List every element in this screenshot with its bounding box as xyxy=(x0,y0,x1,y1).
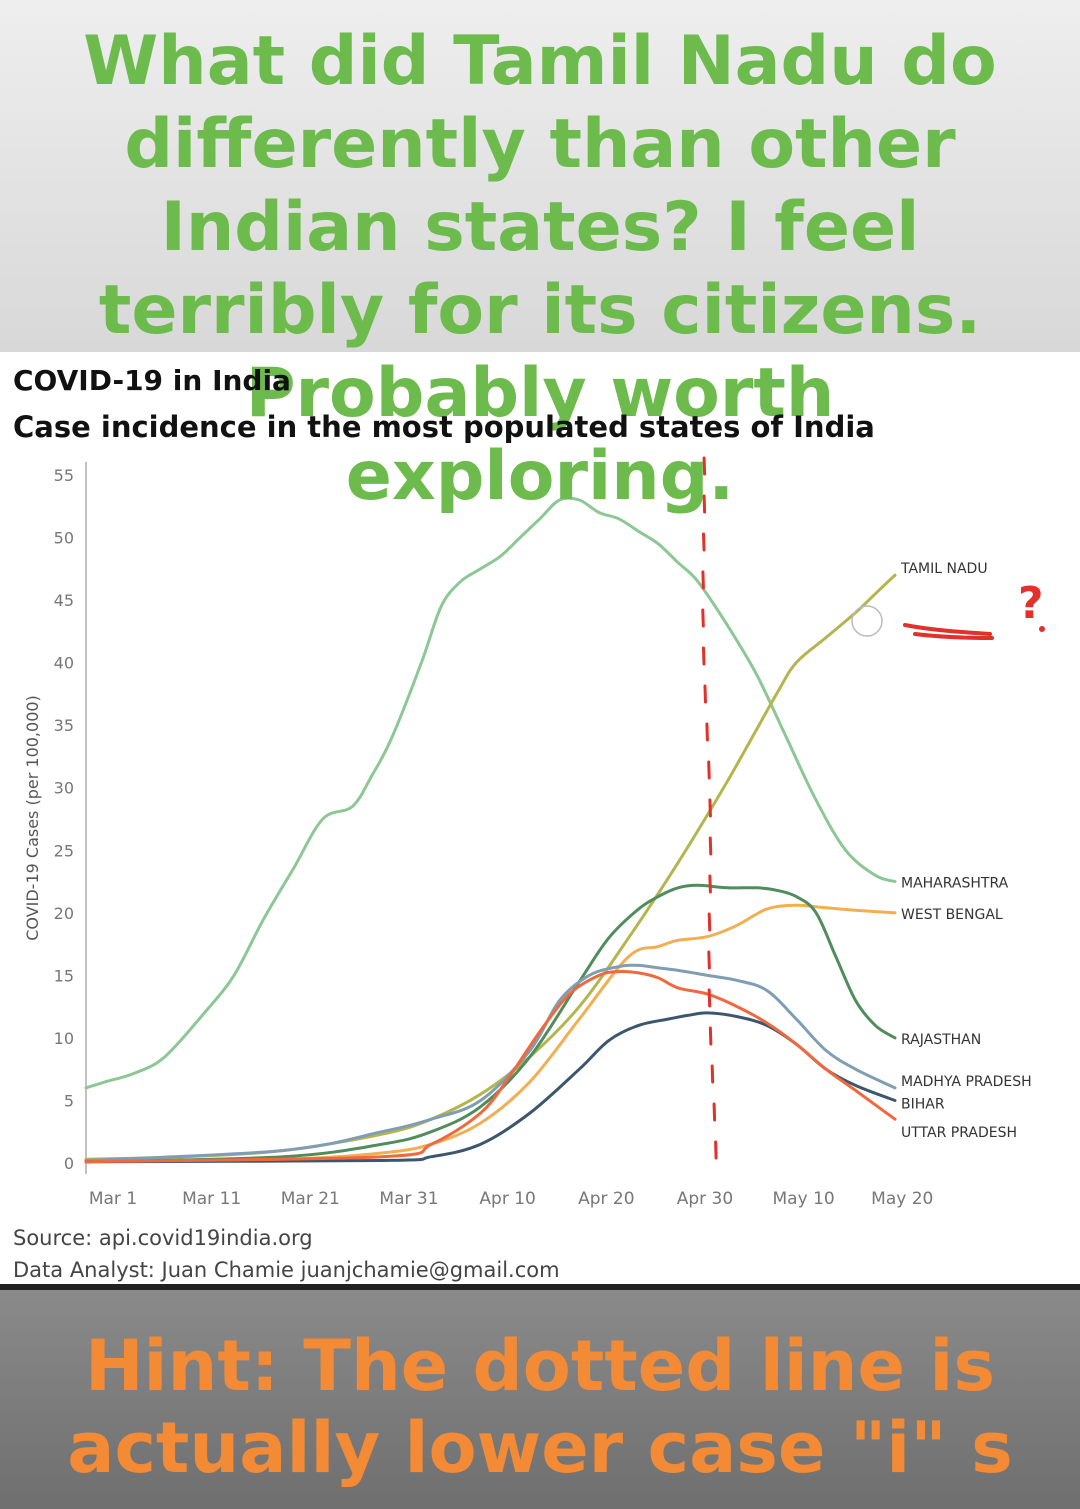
series-label-uttar-pradesh: UTTAR PRADESH xyxy=(901,1125,1017,1141)
series-lines xyxy=(84,496,897,1164)
chart-title: COVID-19 in India xyxy=(13,364,291,397)
red-dash-mark xyxy=(708,1026,713,1046)
x-tick-label: May 20 xyxy=(871,1189,933,1209)
top-caption-band xyxy=(0,0,1080,352)
bottom-caption-band xyxy=(0,1290,1080,1509)
bottom-caption: Hint: The dotted line is actually lower … xyxy=(67,1325,1013,1489)
y-tick-label: 40 xyxy=(54,654,74,673)
x-tick-label: Apr 30 xyxy=(677,1189,733,1209)
y-tick-label: 10 xyxy=(54,1029,74,1048)
series-line-west-bengal xyxy=(84,903,897,1164)
y-tick-label: 25 xyxy=(54,841,74,860)
red-dot xyxy=(1039,626,1045,632)
series-label-bihar: BIHAR xyxy=(901,1096,945,1112)
x-tick-label: Mar 11 xyxy=(182,1189,241,1209)
series-label-maharashtra: MAHARASHTRA xyxy=(901,876,1009,892)
source-text: Source: api.covid19india.org xyxy=(13,1226,313,1250)
red-dash-mark xyxy=(701,570,705,590)
red-dash-mark xyxy=(708,874,712,894)
red-dash-mark xyxy=(702,494,707,514)
series-line-maharashtra xyxy=(84,496,897,1090)
red-dash-mark xyxy=(701,608,705,628)
red-dash-mark xyxy=(710,1064,715,1084)
y-tick-label: 55 xyxy=(54,466,74,485)
x-axis-ticks: Mar 1 Mar 11 Mar 21 Mar 31 Apr 10 Apr 20 Apr 3… xyxy=(89,1189,934,1209)
y-tick-label: 5 xyxy=(64,1091,74,1110)
underline-scribble xyxy=(903,623,994,640)
question-mark: ? xyxy=(1018,578,1044,629)
y-tick-label: 30 xyxy=(54,779,74,798)
series-label-west-bengal: WEST BENGAL xyxy=(901,907,1003,923)
red-dash-mark xyxy=(712,1102,717,1122)
red-dash-mark xyxy=(707,988,712,1008)
red-vertical-dashes xyxy=(701,456,718,1160)
series-labels: MAHARASHTRA TAMIL NADU WEST BENGAL RAJASTHA… xyxy=(900,561,1032,1141)
red-dash-mark xyxy=(707,760,711,780)
x-tick-label: Apr 20 xyxy=(578,1189,634,1209)
y-tick-label: 50 xyxy=(54,529,74,548)
x-tick-label: May 10 xyxy=(773,1189,835,1209)
y-tick-label: 0 xyxy=(64,1154,74,1173)
red-dash-mark xyxy=(702,456,707,476)
analyst-text: Data Analyst: Juan Chamie juanjchamie@gm… xyxy=(13,1258,560,1282)
top-caption: What did Tamil Nadu do differently than … xyxy=(83,22,997,516)
red-dash-mark xyxy=(703,684,707,704)
red-dash-mark xyxy=(701,646,706,666)
red-dash-mark xyxy=(707,950,711,970)
x-tick-label: Mar 21 xyxy=(281,1189,340,1209)
series-line-madhya-pradesh xyxy=(84,963,897,1162)
y-axis-label: COVID-19 Cases (per 100,000) xyxy=(23,695,42,941)
series-line-rajasthan xyxy=(84,883,897,1164)
y-tick-label: 15 xyxy=(54,966,74,985)
y-axis-ticks: 0 5 10 15 20 25 30 35 40 45 50 55 xyxy=(54,466,74,1173)
x-tick-label: Mar 1 xyxy=(89,1189,137,1209)
series-line-uttar-pradesh xyxy=(84,969,897,1164)
red-dash-mark xyxy=(707,912,712,932)
x-tick-label: Mar 31 xyxy=(379,1189,438,1209)
y-tick-label: 20 xyxy=(54,904,74,923)
red-dash-mark xyxy=(714,1140,718,1160)
hover-circle xyxy=(851,605,883,637)
series-label-tamil-nadu: TAMIL NADU xyxy=(900,561,988,577)
red-dash-mark xyxy=(708,836,713,856)
annotations: ? xyxy=(851,578,1045,640)
red-dash-mark xyxy=(702,532,706,552)
divider-strip xyxy=(0,1284,1080,1292)
y-tick-label: 45 xyxy=(54,591,74,610)
red-dash-mark xyxy=(705,722,709,742)
series-line-tamil-nadu xyxy=(84,573,897,1161)
chart-subtitle: Case incidence in the most populated sta… xyxy=(13,410,875,444)
red-dash-mark xyxy=(708,798,712,818)
x-tick-label: Apr 10 xyxy=(479,1189,535,1209)
series-label-madhya-pradesh: MADHYA PRADESH xyxy=(901,1074,1032,1090)
y-tick-label: 35 xyxy=(54,716,74,735)
series-label-rajasthan: RAJASTHAN xyxy=(901,1032,981,1048)
